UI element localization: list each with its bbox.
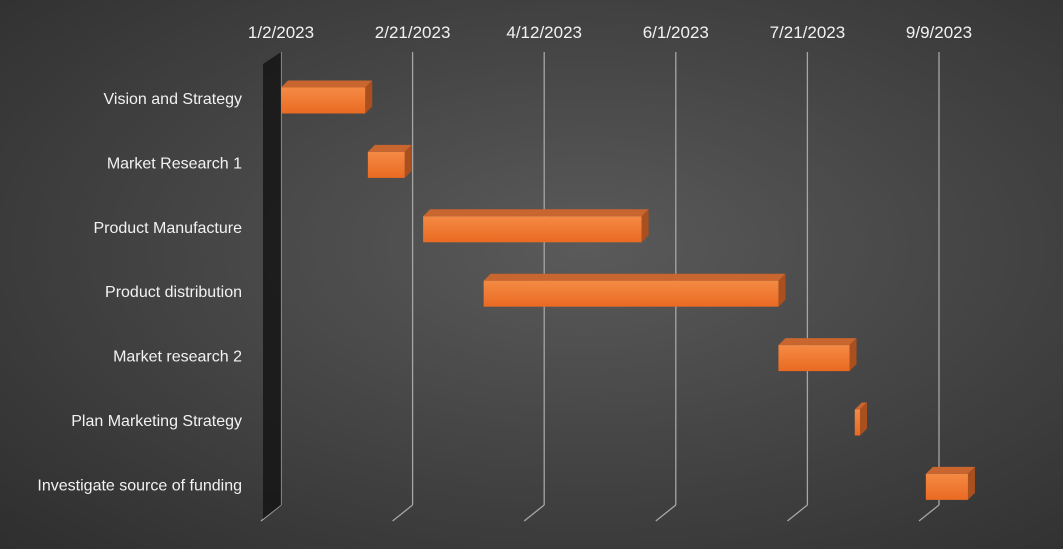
bar-front-face xyxy=(281,87,366,114)
category-label: Vision and Strategy xyxy=(104,91,242,108)
gantt-bar xyxy=(778,338,857,372)
x-tick-label: 4/12/2023 xyxy=(506,23,582,42)
category-label: Product distribution xyxy=(105,284,242,301)
gridline-depth xyxy=(392,504,414,522)
x-tick-label: 2/21/2023 xyxy=(375,23,451,42)
bar-top-face xyxy=(925,466,975,474)
x-tick-label: 1/2/2023 xyxy=(248,23,314,42)
bar-side-face xyxy=(641,209,649,243)
gridline-depth xyxy=(918,504,940,522)
gantt-bar xyxy=(281,80,373,114)
bar-side-face xyxy=(860,402,868,436)
bar-front-face xyxy=(423,216,642,243)
gridline-depth xyxy=(786,504,808,522)
category-label: Market research 2 xyxy=(113,349,242,366)
axis-wall xyxy=(263,52,281,519)
bar-top-face xyxy=(854,402,868,410)
bar-top-face xyxy=(423,209,649,217)
bar-side-face xyxy=(365,80,373,114)
bar-top-face xyxy=(367,144,412,152)
bar-top-face xyxy=(281,80,373,88)
gridline-depth xyxy=(655,504,677,522)
bar-front-face xyxy=(483,280,779,307)
bar-side-face xyxy=(778,273,786,307)
category-label: Plan Marketing Strategy xyxy=(71,413,242,430)
x-tick-label: 7/21/2023 xyxy=(770,23,846,42)
bar-front-face xyxy=(925,473,968,500)
category-label: Investigate source of funding xyxy=(37,477,242,494)
bar-front-face xyxy=(367,151,405,178)
bar-side-face xyxy=(967,466,975,500)
bar-top-face xyxy=(483,273,786,281)
gantt-bar xyxy=(367,144,412,178)
gantt-bar xyxy=(854,402,868,436)
x-axis-tick-labels: 1/2/2023 2/21/2023 4/12/2023 6/1/2023 7/21/2… xyxy=(248,23,972,42)
gridline-depth xyxy=(260,504,282,522)
bar-front-face xyxy=(778,345,850,372)
bar-top-face xyxy=(778,338,857,346)
gridline-depth xyxy=(523,504,545,522)
gantt-bars xyxy=(281,80,975,500)
gantt-bar xyxy=(925,466,975,500)
x-tick-label: 9/9/2023 xyxy=(906,23,972,42)
gantt-bar xyxy=(483,273,786,307)
x-tick-label: 6/1/2023 xyxy=(643,23,709,42)
category-labels: Vision and Strategy Market Research 1 Prod… xyxy=(37,91,242,494)
vertical-axis-wall xyxy=(263,52,281,519)
category-label: Market Research 1 xyxy=(107,155,242,172)
bar-side-face xyxy=(849,338,857,372)
bar-front-face xyxy=(854,409,861,436)
bar-side-face xyxy=(404,144,412,178)
gantt-bar xyxy=(423,209,649,243)
category-label: Product Manufacture xyxy=(93,220,242,237)
